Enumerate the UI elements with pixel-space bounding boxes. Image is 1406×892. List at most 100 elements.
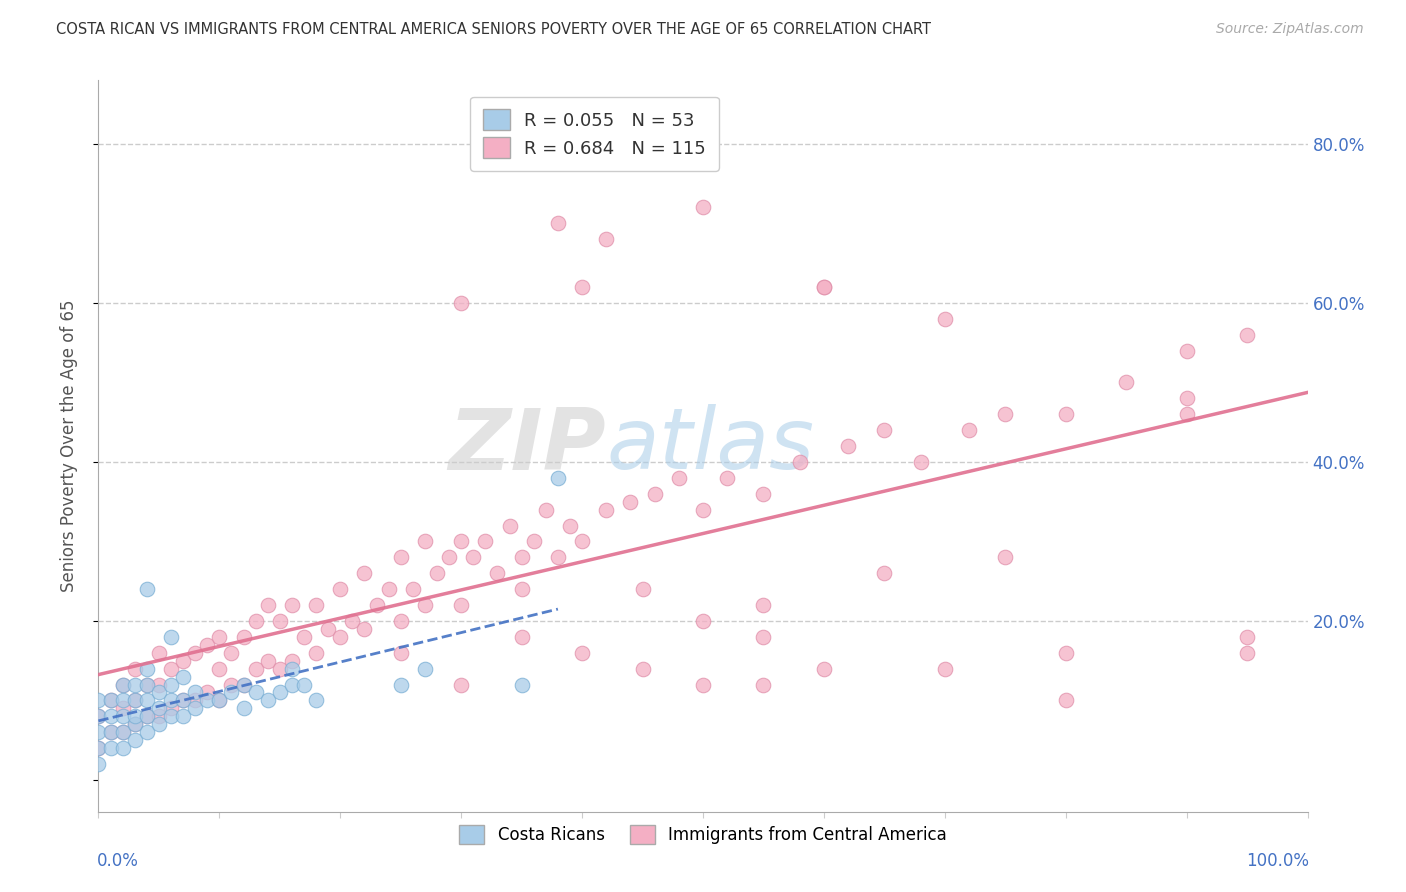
Point [281, 654, 304, 668]
Point [1236, 327, 1258, 342]
Point [111, 693, 134, 707]
Point [160, 662, 183, 676]
Point [256, 654, 278, 668]
Point [221, 685, 243, 699]
Point [716, 471, 738, 485]
Point [87, 709, 110, 723]
Point [184, 701, 207, 715]
Point [353, 566, 375, 581]
Point [245, 685, 267, 699]
Point [100, 725, 122, 739]
Point [135, 677, 157, 691]
Point [135, 709, 157, 723]
Point [474, 534, 496, 549]
Point [934, 662, 956, 676]
Point [752, 630, 775, 644]
Point [208, 662, 231, 676]
Y-axis label: Seniors Poverty Over the Age of 65: Seniors Poverty Over the Age of 65 [59, 300, 77, 592]
Point [486, 566, 509, 581]
Point [172, 693, 194, 707]
Point [426, 566, 449, 581]
Point [692, 677, 714, 691]
Point [135, 662, 157, 676]
Point [547, 216, 569, 230]
Point [1054, 407, 1077, 421]
Point [232, 677, 254, 691]
Point [910, 455, 932, 469]
Point [1175, 392, 1198, 406]
Point [752, 598, 775, 612]
Point [389, 677, 412, 691]
Point [135, 677, 157, 691]
Point [184, 685, 207, 699]
Point [353, 622, 375, 636]
Point [329, 630, 352, 644]
Point [111, 701, 134, 715]
Point [124, 733, 146, 747]
Point [135, 725, 157, 739]
Point [1236, 630, 1258, 644]
Point [619, 494, 641, 508]
Point [450, 677, 472, 691]
Point [195, 638, 218, 652]
Point [100, 693, 122, 707]
Point [547, 471, 569, 485]
Point [547, 550, 569, 565]
Point [269, 685, 291, 699]
Point [305, 693, 328, 707]
Point [124, 717, 146, 731]
Point [124, 693, 146, 707]
Point [644, 486, 666, 500]
Point [389, 614, 412, 628]
Point [389, 550, 412, 565]
Point [934, 311, 956, 326]
Point [124, 662, 146, 676]
Point [305, 598, 328, 612]
Point [1175, 343, 1198, 358]
Point [135, 693, 157, 707]
Point [160, 630, 183, 644]
Point [534, 502, 557, 516]
Point [256, 693, 278, 707]
Point [668, 471, 690, 485]
Point [245, 662, 267, 676]
Point [160, 709, 183, 723]
Point [221, 677, 243, 691]
Point [329, 582, 352, 596]
Point [148, 709, 170, 723]
Point [87, 757, 110, 772]
Point [87, 725, 110, 739]
Point [111, 741, 134, 756]
Text: Source: ZipAtlas.com: Source: ZipAtlas.com [1216, 22, 1364, 37]
Point [1236, 646, 1258, 660]
Text: 0.0%: 0.0% [97, 852, 139, 870]
Point [450, 296, 472, 310]
Point [994, 407, 1017, 421]
Point [342, 614, 364, 628]
Point [1115, 376, 1137, 390]
Point [87, 709, 110, 723]
Point [160, 693, 183, 707]
Point [692, 614, 714, 628]
Point [100, 693, 122, 707]
Point [148, 685, 170, 699]
Point [221, 646, 243, 660]
Point [87, 741, 110, 756]
Point [100, 741, 122, 756]
Point [813, 280, 835, 294]
Point [232, 630, 254, 644]
Point [124, 677, 146, 691]
Point [692, 502, 714, 516]
Point [437, 550, 460, 565]
Point [184, 693, 207, 707]
Legend: Costa Ricans, Immigrants from Central America: Costa Ricans, Immigrants from Central Am… [453, 818, 953, 851]
Point [195, 693, 218, 707]
Point [571, 534, 593, 549]
Point [111, 677, 134, 691]
Point [195, 685, 218, 699]
Point [752, 677, 775, 691]
Point [305, 646, 328, 660]
Point [148, 677, 170, 691]
Point [413, 662, 436, 676]
Point [1054, 693, 1077, 707]
